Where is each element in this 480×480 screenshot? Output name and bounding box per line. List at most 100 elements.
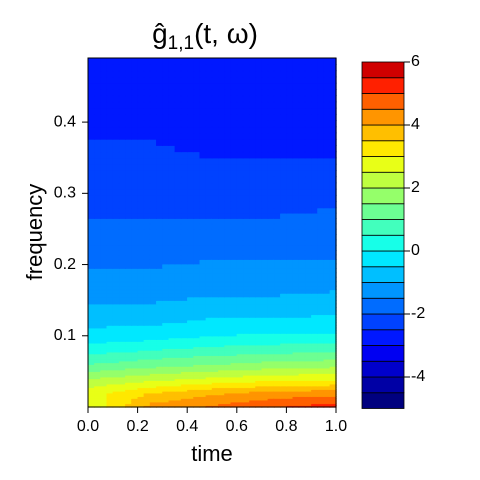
contour-cell [230, 89, 238, 97]
colorbar-bin [361, 61, 405, 79]
contour-cell [100, 151, 108, 159]
contour-cell [94, 145, 102, 153]
contour-cell [193, 157, 201, 165]
contour-cell [156, 276, 164, 283]
contour-cell [106, 120, 114, 128]
contour-cell [304, 254, 312, 260]
contour-cell [298, 223, 306, 230]
contour-cell [205, 259, 213, 265]
contour-cell [261, 113, 269, 121]
contour-cell [323, 188, 331, 196]
contour-cell [286, 267, 294, 274]
contour-cell [137, 272, 145, 278]
contour-cell [131, 263, 139, 269]
contour-cell [137, 267, 145, 274]
contour-cell [199, 276, 207, 283]
contour-cell [280, 254, 288, 260]
contour-cell [125, 89, 133, 97]
contour-cell [329, 212, 337, 219]
contour-cell [143, 254, 151, 260]
contour-cell [118, 120, 126, 128]
contour-cell [323, 145, 331, 153]
contour-cell [87, 138, 95, 146]
contour-cell [317, 244, 325, 251]
contour-cell [156, 157, 164, 165]
contour-cell [94, 95, 102, 103]
contour-cell [156, 64, 164, 72]
title-rest: (t, ω) [194, 18, 258, 49]
contour-cell [187, 82, 195, 90]
contour-cell [193, 281, 201, 287]
contour-cell [156, 263, 164, 269]
contour-cell [149, 151, 157, 159]
contour-cell [112, 157, 120, 165]
colorbar-bin [361, 219, 405, 236]
contour-cell [168, 263, 176, 269]
contour-cell [224, 218, 232, 225]
contour-cell [230, 276, 238, 283]
contour-cell [236, 113, 244, 121]
contour-cell [112, 218, 120, 225]
contour-cell [211, 64, 219, 72]
contour-cell [156, 182, 164, 190]
contour-cell [224, 145, 232, 153]
contour-cell [236, 234, 244, 241]
contour-cell [193, 138, 201, 146]
contour-cell [261, 259, 269, 265]
contour-cell [255, 276, 263, 283]
contour-cell [261, 254, 269, 260]
contour-cell [87, 254, 95, 260]
contour-cell [311, 194, 319, 202]
contour-cell [168, 70, 176, 78]
contour-cell [112, 107, 120, 115]
contour-cell [298, 239, 306, 246]
contour-cell [224, 101, 232, 109]
contour-cell [267, 57, 275, 65]
contour-cell [317, 113, 325, 121]
contour-cell [149, 107, 157, 115]
contour-cell [199, 272, 207, 278]
contour-cell [224, 244, 232, 251]
contour-cell [205, 157, 213, 165]
contour-cell [323, 76, 331, 84]
contour-cell [205, 132, 213, 140]
contour-cell [323, 157, 331, 165]
contour-cell [149, 113, 157, 121]
contour-cell [236, 254, 244, 260]
contour-cell [267, 263, 275, 269]
contour-cell [224, 70, 232, 78]
contour-cell [118, 239, 126, 246]
contour-cell [87, 228, 95, 235]
contour-cell [162, 188, 170, 196]
colorbar-bin [361, 266, 405, 283]
contour-cell [286, 64, 294, 72]
contour-cell [180, 218, 188, 225]
contour-cell [311, 182, 319, 190]
contour-cell [156, 218, 164, 225]
contour-cell [211, 212, 219, 219]
contour-cell [143, 151, 151, 159]
contour-cell [149, 272, 157, 278]
contour-cell [298, 57, 306, 65]
contour-cell [100, 107, 108, 115]
contour-cell [180, 170, 188, 178]
contour-cell [329, 218, 337, 225]
contour-cell [118, 259, 126, 265]
contour-cell [255, 101, 263, 109]
contour-cell [131, 132, 139, 140]
contour-cell [131, 254, 139, 260]
contour-cell [87, 163, 95, 171]
contour-cell [94, 151, 102, 159]
contour-cell [143, 267, 151, 274]
contour-cell [329, 138, 337, 146]
contour-cell [242, 64, 250, 72]
contour-cell [224, 276, 232, 283]
contour-cell [267, 120, 275, 128]
contour-cell [298, 188, 306, 196]
contour-cell [180, 82, 188, 90]
contour-cell [94, 126, 102, 134]
contour-cell [137, 151, 145, 159]
contour-cell [242, 239, 250, 246]
contour-cell [224, 151, 232, 159]
contour-cell [100, 70, 108, 78]
